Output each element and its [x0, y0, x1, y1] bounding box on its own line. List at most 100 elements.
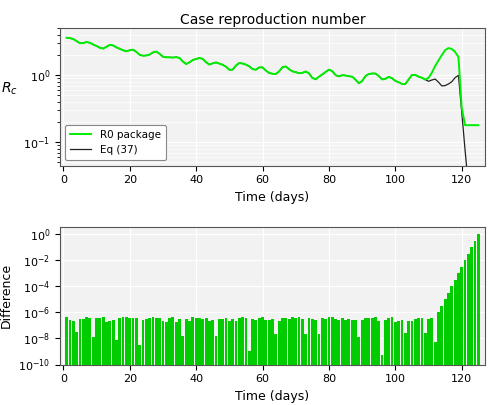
- Bar: [98, 318, 102, 405]
- Bar: [424, 333, 426, 405]
- Bar: [78, 319, 82, 405]
- Bar: [360, 320, 364, 405]
- Bar: [254, 320, 258, 405]
- Bar: [155, 318, 158, 405]
- Line: Eq (37): Eq (37): [66, 38, 478, 230]
- Bar: [238, 318, 240, 405]
- Bar: [251, 319, 254, 405]
- X-axis label: Time (days): Time (days): [236, 191, 310, 204]
- Legend: R0 package, Eq (37): R0 package, Eq (37): [65, 125, 166, 160]
- Bar: [460, 266, 463, 405]
- Bar: [231, 319, 234, 405]
- Bar: [410, 321, 414, 405]
- Eq (37): [160, 54, 166, 59]
- Bar: [162, 321, 164, 405]
- Bar: [380, 355, 384, 405]
- Bar: [378, 321, 380, 405]
- R0 package: [320, 72, 326, 77]
- Bar: [414, 319, 416, 405]
- Bar: [344, 320, 347, 405]
- Bar: [308, 318, 310, 405]
- R0 package: [64, 35, 70, 40]
- Bar: [341, 318, 344, 405]
- Bar: [75, 333, 78, 405]
- Bar: [447, 293, 450, 405]
- Bar: [185, 319, 188, 405]
- Bar: [331, 317, 334, 405]
- Bar: [188, 322, 191, 405]
- Y-axis label: $R_c$: $R_c$: [1, 81, 18, 97]
- Bar: [314, 320, 317, 405]
- Bar: [224, 318, 228, 405]
- Bar: [427, 319, 430, 405]
- Bar: [470, 247, 473, 405]
- Bar: [304, 334, 307, 405]
- Bar: [284, 318, 287, 405]
- Title: Case reproduction number: Case reproduction number: [180, 13, 366, 27]
- Bar: [398, 320, 400, 405]
- Bar: [271, 319, 274, 405]
- Eq (37): [472, 227, 478, 232]
- Bar: [477, 234, 480, 405]
- Bar: [258, 318, 260, 405]
- Bar: [95, 318, 98, 405]
- Bar: [318, 334, 320, 405]
- Bar: [298, 318, 300, 405]
- Bar: [165, 322, 168, 405]
- Bar: [291, 317, 294, 405]
- Bar: [278, 321, 280, 405]
- Bar: [467, 254, 470, 405]
- Bar: [268, 320, 270, 405]
- Eq (37): [64, 35, 70, 40]
- Bar: [437, 312, 440, 405]
- Bar: [450, 286, 453, 405]
- Bar: [261, 318, 264, 405]
- Bar: [358, 337, 360, 405]
- Bar: [457, 273, 460, 405]
- Bar: [92, 337, 94, 405]
- Bar: [135, 318, 138, 405]
- R0 package: [462, 123, 468, 128]
- Bar: [138, 345, 141, 405]
- Bar: [400, 320, 404, 405]
- Eq (37): [320, 72, 326, 77]
- Bar: [65, 317, 68, 405]
- Bar: [328, 318, 330, 405]
- Bar: [474, 241, 476, 405]
- Bar: [72, 321, 74, 405]
- Bar: [434, 342, 436, 405]
- Bar: [417, 318, 420, 405]
- Bar: [85, 317, 88, 405]
- Bar: [301, 319, 304, 405]
- Y-axis label: Difference: Difference: [0, 263, 12, 328]
- Bar: [281, 318, 284, 405]
- Bar: [172, 318, 174, 405]
- Bar: [168, 318, 171, 405]
- Bar: [112, 320, 114, 405]
- Bar: [204, 318, 208, 405]
- Bar: [464, 260, 466, 405]
- R0 package: [419, 75, 425, 80]
- Bar: [132, 318, 134, 405]
- Bar: [202, 319, 204, 405]
- Bar: [334, 319, 337, 405]
- Bar: [407, 321, 410, 405]
- Bar: [148, 318, 151, 405]
- Line: R0 package: R0 package: [66, 38, 478, 125]
- Eq (37): [449, 79, 455, 84]
- Bar: [145, 319, 148, 405]
- Bar: [294, 318, 297, 405]
- Bar: [241, 317, 244, 405]
- Eq (37): [170, 55, 176, 60]
- Bar: [364, 318, 367, 405]
- Bar: [228, 321, 230, 405]
- Bar: [152, 317, 154, 405]
- R0 package: [160, 54, 166, 59]
- R0 package: [409, 72, 415, 77]
- Bar: [374, 317, 377, 405]
- Bar: [248, 352, 250, 405]
- Bar: [125, 317, 128, 405]
- Bar: [68, 320, 71, 405]
- Bar: [118, 318, 121, 405]
- Bar: [351, 320, 354, 405]
